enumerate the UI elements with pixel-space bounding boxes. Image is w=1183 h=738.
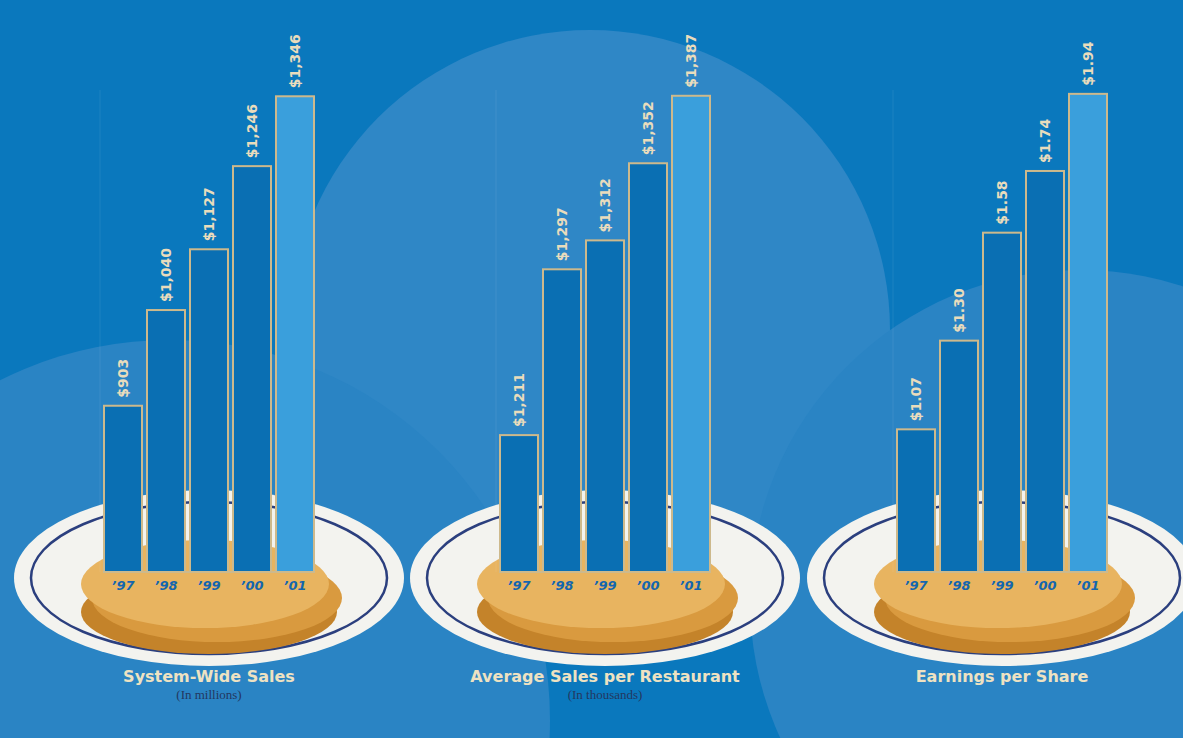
chart-title: Earnings per Share (916, 667, 1089, 686)
bar (500, 435, 538, 572)
data-label: $1,387 (683, 34, 699, 88)
bar (1026, 171, 1064, 572)
data-label: $1.74 (1037, 118, 1053, 163)
y-axis-line (893, 90, 894, 572)
y-axis-line (496, 90, 497, 572)
bars (897, 94, 1107, 572)
category-label: ’97 (904, 578, 928, 593)
bar (586, 240, 624, 572)
category-label: ’00 (1033, 578, 1056, 593)
bar (1069, 94, 1107, 572)
data-label: $1,352 (640, 101, 656, 155)
bar (276, 96, 314, 572)
data-label: $1.07 (908, 377, 924, 421)
bar (629, 163, 667, 572)
data-label: $1.30 (951, 288, 967, 333)
bar (672, 96, 710, 572)
bars (104, 96, 314, 572)
x-axis-line (499, 571, 711, 573)
category-label: ’99 (593, 578, 616, 593)
bar (983, 233, 1021, 572)
bar (190, 249, 228, 572)
y-axis-line (100, 90, 101, 572)
bar (104, 406, 142, 572)
chart-title: Average Sales per Restaurant (470, 667, 740, 686)
bar (233, 166, 271, 572)
category-label: ’98 (550, 578, 573, 593)
data-label: $1,346 (287, 34, 303, 88)
bar (147, 310, 185, 572)
category-label: ’98 (947, 578, 970, 593)
category-label: ’99 (990, 578, 1013, 593)
chart-canvas: $903 $1,040 $1,127 $1,246 $1,346 ’97 ’98 ’99 ’00… (0, 0, 1183, 738)
category-label: ’97 (507, 578, 531, 593)
data-label: $1.58 (994, 180, 1010, 224)
x-axis-line (896, 571, 1108, 573)
bar (897, 429, 935, 572)
category-label: ’98 (154, 578, 177, 593)
category-label: ’00 (636, 578, 659, 593)
bar (543, 269, 581, 572)
background-blob (750, 270, 1183, 738)
data-label: $1,312 (597, 178, 613, 232)
category-label: ’99 (197, 578, 220, 593)
chart-subtitle: (In thousands) (568, 687, 643, 702)
bar (940, 341, 978, 572)
data-label: $903 (115, 359, 131, 398)
chart-subtitle: (In millions) (176, 687, 241, 702)
data-label: $1,211 (511, 373, 527, 427)
category-label: ’00 (240, 578, 263, 593)
chart-title: System-Wide Sales (123, 667, 295, 686)
category-label: ’97 (111, 578, 135, 593)
bars (500, 96, 710, 572)
category-label: ’01 (679, 578, 702, 593)
data-label: $1.94 (1080, 41, 1096, 86)
data-label: $1,297 (554, 207, 570, 261)
category-label: ’01 (283, 578, 306, 593)
category-label: ’01 (1076, 578, 1099, 593)
data-label: $1,127 (201, 187, 217, 241)
data-label: $1,040 (158, 248, 174, 302)
background (0, 0, 1183, 738)
x-axis-line (103, 571, 315, 573)
data-label: $1,246 (244, 104, 260, 158)
